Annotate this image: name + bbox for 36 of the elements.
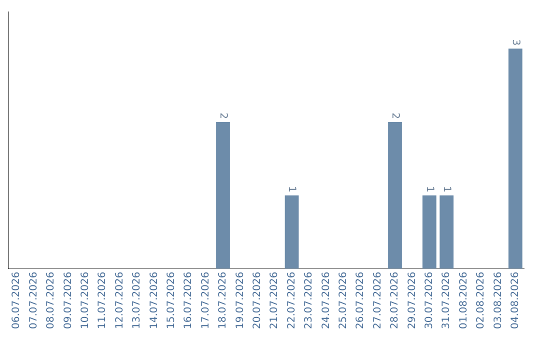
x-tick-label: 15.07.2026 <box>166 272 177 330</box>
data-label: 1 <box>441 186 452 192</box>
x-tick-label: 19.07.2026 <box>234 272 246 330</box>
x-tick-label: 16.07.2026 <box>183 272 194 330</box>
x-tick-label: 13.07.2026 <box>132 272 143 330</box>
x-tick-label: 14.07.2026 <box>148 272 160 330</box>
x-tick-label: 10.07.2026 <box>80 272 91 330</box>
x-tick-label: 07.07.2026 <box>28 272 40 330</box>
x-tick-label: 24.07.2026 <box>320 272 332 330</box>
data-label: 1 <box>424 186 435 192</box>
x-tick-label: 11.07.2026 <box>97 272 108 330</box>
x-tick-label: 18.07.2026 <box>218 272 229 330</box>
x-tick-label: 21.07.2026 <box>269 272 280 330</box>
x-tick-label: 20.07.2026 <box>252 272 263 330</box>
x-tick-label: 23.07.2026 <box>304 272 315 330</box>
x-tick-label: 12.07.2026 <box>114 272 126 330</box>
data-label: 2 <box>217 112 228 120</box>
x-tick-label: 28.07.2026 <box>390 272 401 330</box>
x-tick-label: 31.07.2026 <box>441 272 452 330</box>
x-tick-label: 08.07.2026 <box>46 272 57 330</box>
x-tick-label: 06.07.2026 <box>11 272 22 330</box>
x-tick-label: 29.07.2026 <box>406 272 418 330</box>
x-tick-label: 09.07.2026 <box>62 272 74 330</box>
x-tick-label: 26.07.2026 <box>355 272 366 330</box>
x-tick-label: 30.07.2026 <box>424 272 435 330</box>
x-tick-label: 01.08.2026 <box>458 272 470 330</box>
data-label: 1 <box>286 186 298 192</box>
x-tick-label: 17.07.2026 <box>200 272 212 330</box>
data-label: 2 <box>389 112 400 120</box>
x-tick-label: 25.07.2026 <box>338 272 349 330</box>
x-tick-label: 27.07.2026 <box>372 272 384 330</box>
x-tick-label: 22.07.2026 <box>286 272 298 330</box>
x-tick-label: 03.08.2026 <box>492 272 504 330</box>
x-tick-label: 04.08.2026 <box>510 272 521 330</box>
data-label: 3 <box>510 39 521 46</box>
x-tick-label: 02.08.2026 <box>476 272 487 330</box>
